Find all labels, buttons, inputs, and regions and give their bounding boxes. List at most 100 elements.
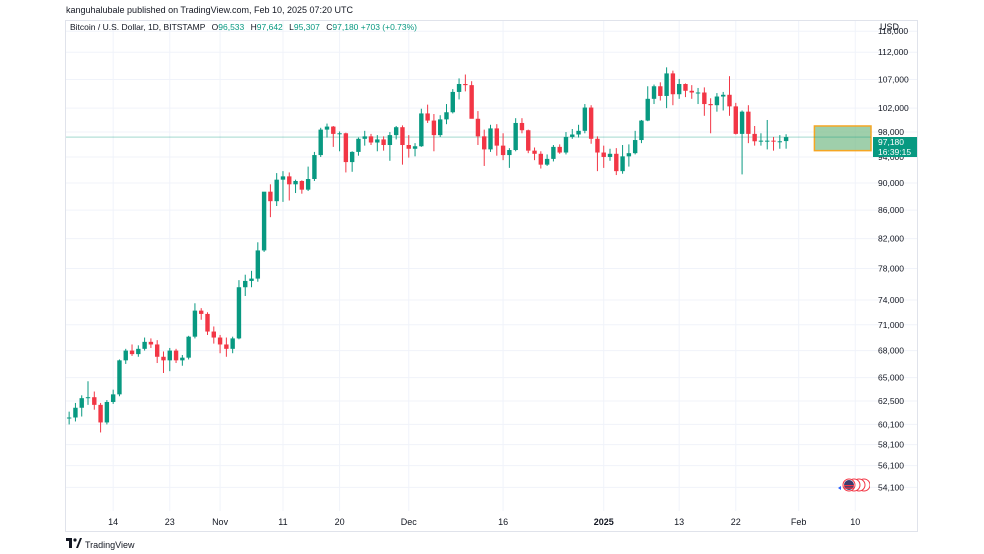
candle[interactable] [66,411,72,425]
candle[interactable] [494,124,500,156]
candle[interactable] [444,104,449,125]
candle[interactable] [676,78,682,99]
candle[interactable] [406,135,411,158]
currency-label[interactable]: USD [880,22,900,32]
candle[interactable] [98,402,103,433]
candle[interactable] [280,171,286,202]
candle[interactable] [173,348,179,364]
candle[interactable] [337,131,342,152]
candle[interactable] [368,133,374,146]
candle[interactable] [79,395,84,417]
candle[interactable] [777,135,783,149]
candle[interactable] [670,70,676,106]
candle[interactable] [639,119,644,144]
candle[interactable] [343,132,349,173]
candle[interactable] [651,84,657,105]
candle[interactable] [230,336,235,354]
candle[interactable] [104,400,110,425]
candle[interactable] [154,340,160,364]
candle[interactable] [180,354,185,366]
candle[interactable] [607,148,613,161]
candle[interactable] [419,108,424,147]
candle[interactable] [211,326,216,344]
candle[interactable] [563,132,569,155]
candle[interactable] [557,144,562,154]
candle[interactable] [752,125,757,146]
candle[interactable] [469,81,474,119]
candle[interactable] [588,105,594,144]
candle[interactable] [293,179,298,194]
candle[interactable] [186,335,191,360]
candle[interactable] [349,151,355,172]
candle[interactable] [287,172,292,201]
candle[interactable] [243,274,248,296]
candle[interactable] [261,191,267,252]
candle[interactable] [771,136,776,151]
candle[interactable] [733,102,738,135]
candle[interactable] [482,129,487,166]
candle[interactable] [199,308,204,320]
us-flag-events-icon[interactable] [836,478,870,492]
candle[interactable] [167,347,172,372]
candle[interactable] [437,115,443,137]
candle[interactable] [117,359,122,397]
candle[interactable] [526,129,531,154]
candle[interactable] [601,145,606,168]
candle[interactable] [695,87,701,105]
candle[interactable] [356,137,361,156]
candle[interactable] [746,105,751,144]
candle[interactable] [632,130,638,155]
candle[interactable] [161,351,166,373]
candle[interactable] [249,270,254,288]
candle[interactable] [205,312,210,335]
candle[interactable] [576,124,581,138]
candle[interactable] [582,104,588,134]
candle[interactable] [721,91,726,111]
candle[interactable] [664,67,669,109]
candle[interactable] [431,114,437,152]
candle[interactable] [532,147,537,161]
candle[interactable] [758,133,764,146]
candle[interactable] [236,280,242,340]
candle[interactable] [544,154,550,166]
candle[interactable] [142,337,147,351]
candle[interactable] [689,85,694,99]
candle[interactable] [123,348,128,364]
candle[interactable] [570,129,575,139]
candle[interactable] [412,143,418,157]
candle[interactable] [450,89,455,114]
candle[interactable] [626,144,632,167]
candle[interactable] [255,242,261,282]
candle[interactable] [136,345,141,357]
candle[interactable] [324,123,330,138]
candle[interactable] [727,76,732,116]
candle[interactable] [148,338,154,348]
candle[interactable] [362,130,367,146]
candle[interactable] [500,133,506,161]
candle[interactable] [425,104,430,123]
candle[interactable] [708,98,713,134]
chart-frame[interactable] [65,20,918,532]
candle[interactable] [274,173,279,207]
candle[interactable] [217,334,223,354]
candle[interactable] [129,344,135,356]
candle[interactable] [393,125,399,140]
candle[interactable] [387,132,393,161]
candle[interactable] [683,83,688,98]
candle[interactable] [192,303,198,339]
candle[interactable] [305,166,311,192]
candle[interactable] [538,151,544,169]
candle[interactable] [702,87,707,116]
candle[interactable] [714,93,720,112]
candle[interactable] [381,136,386,151]
candle[interactable] [331,125,336,147]
candle[interactable] [513,118,518,152]
candle[interactable] [299,180,305,194]
candle[interactable] [456,78,462,100]
candle[interactable] [519,118,525,134]
candle[interactable] [739,110,745,175]
candle[interactable] [614,148,619,176]
candle[interactable] [73,402,78,422]
candle[interactable] [85,381,91,405]
candle[interactable] [658,82,663,101]
